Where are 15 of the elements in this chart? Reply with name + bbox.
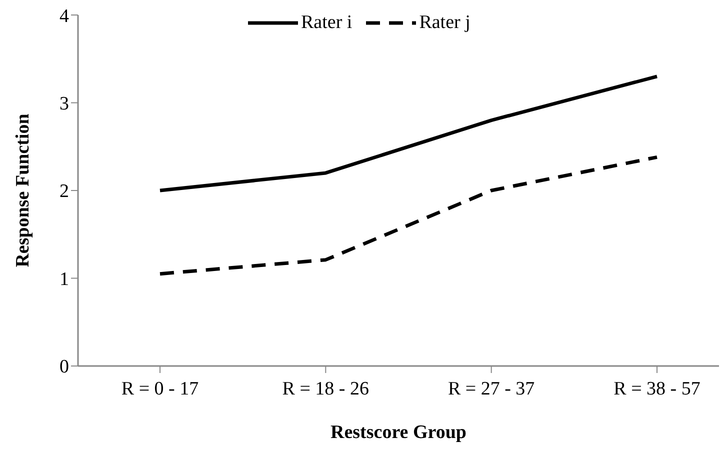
legend-label: Rater i [301, 12, 352, 34]
legend-label: Rater j [419, 12, 470, 34]
x-tick-label: R = 27 - 37 [448, 378, 535, 400]
x-tick-label: R = 18 - 26 [282, 378, 370, 400]
y-tick-label: 2 [60, 181, 69, 202]
y-tick-label: 0 [60, 356, 69, 378]
y-axis-title: Response Function [12, 113, 34, 268]
y-tick-label: 3 [60, 93, 69, 114]
y-tick-label: 1 [60, 268, 69, 290]
line-series [158, 155, 659, 276]
line-series [158, 74, 659, 192]
x-tick-label: R = 38 - 57 [614, 378, 700, 400]
y-tick-label: 4 [60, 6, 70, 27]
x-tick-label: R = 0 - 17 [121, 378, 199, 400]
x-axis-title: Restscore Group [330, 422, 466, 443]
